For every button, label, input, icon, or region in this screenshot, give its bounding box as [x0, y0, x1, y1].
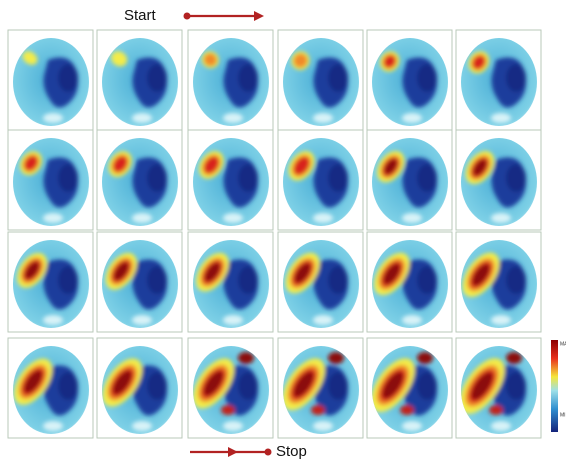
- panel-grid: [6, 30, 541, 438]
- heatmap-panel: [185, 338, 273, 438]
- start-arrow: [184, 11, 265, 21]
- figure: Start Stop MA MI: [0, 0, 566, 464]
- heatmap-panel: [97, 30, 182, 130]
- heatmap-panel: [278, 232, 363, 332]
- heatmap-panel: [455, 232, 541, 332]
- heatmap-panel: [367, 30, 452, 130]
- heatmap-panel: [8, 232, 93, 332]
- heatmap-panel: [278, 30, 363, 130]
- stop-label: Stop: [276, 443, 307, 460]
- heatmap-panel: [188, 30, 273, 130]
- heatmap-panel: [8, 30, 93, 130]
- heatmap-panel: [188, 232, 273, 332]
- heatmap-panel: [451, 338, 541, 438]
- heatmap-panel: [274, 338, 363, 438]
- heatmap-panel: [367, 232, 452, 332]
- heatmap-panel: [6, 338, 93, 438]
- heatmap-panel: [97, 232, 182, 332]
- colorbar: [551, 340, 558, 432]
- heatmap-panel: [362, 338, 452, 438]
- heatmap-panel: [367, 130, 452, 230]
- start-label: Start: [124, 7, 157, 24]
- heatmap-panel: [456, 30, 541, 130]
- heatmap-panel: [456, 130, 541, 230]
- colorbar-min-label: MI: [560, 412, 566, 418]
- colorbar-max-label: MA: [560, 341, 566, 347]
- heatmap-panel: [278, 130, 363, 230]
- heatmap-panel: [8, 130, 93, 230]
- stop-arrow: [190, 447, 272, 457]
- heatmap-panel: [188, 130, 273, 230]
- heatmap-panel: [97, 130, 182, 230]
- heatmap-panel: [95, 338, 182, 438]
